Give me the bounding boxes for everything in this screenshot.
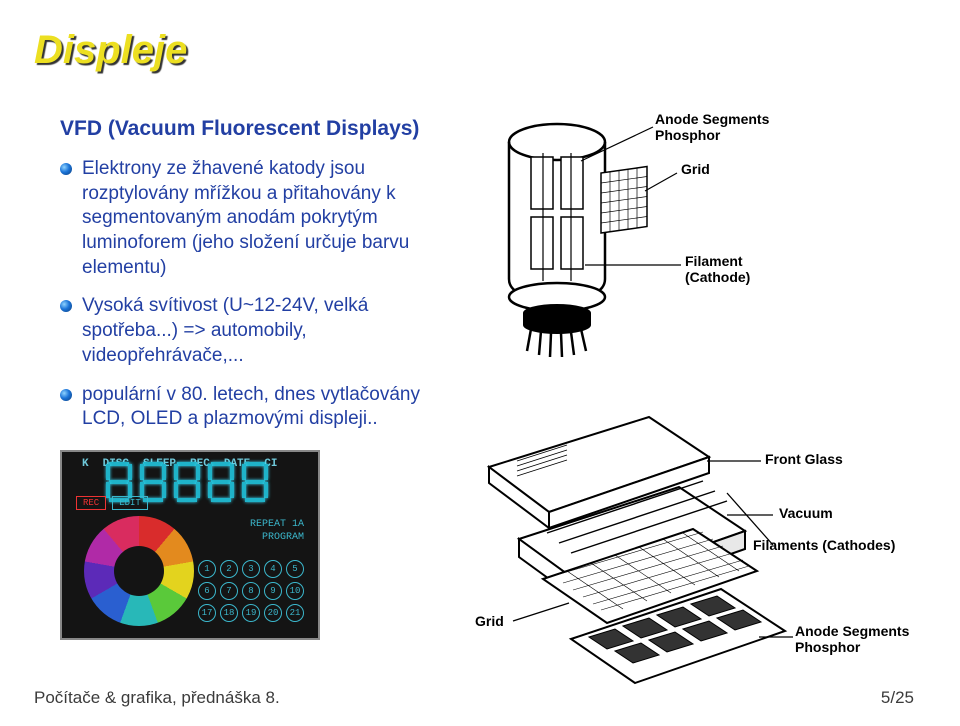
- text-column: VFD (Vacuum Fluorescent Displays) Elektr…: [34, 117, 449, 687]
- vfd-text-block: REPEAT 1A PROGRAM: [250, 518, 304, 544]
- diagram-label-anode: Anode Segments Phosphor: [655, 111, 769, 143]
- list-item: populární v 80. letech, dnes vytlačovány…: [60, 383, 449, 432]
- digit-icon: [174, 462, 200, 502]
- diagram-label-filaments: Filaments (Cathodes): [753, 537, 895, 553]
- bullet-list: Elektrony ze žhavené katody jsou rozptyl…: [60, 157, 449, 432]
- num-circle: 21: [286, 604, 304, 622]
- num-circle: 2: [220, 560, 238, 578]
- num-circle: 10: [286, 582, 304, 600]
- exploded-diagram: Front Glass Vacuum Filaments (Cathodes) …: [459, 357, 899, 687]
- list-item: Elektrony ze žhavené katody jsou rozptyl…: [60, 157, 449, 280]
- content-columns: VFD (Vacuum Fluorescent Displays) Elektr…: [34, 117, 926, 687]
- num-circle: 8: [242, 582, 260, 600]
- page-number: 5/25: [881, 688, 914, 708]
- vfd-rec-labels: REC EDIT: [76, 496, 148, 510]
- num-circle: 20: [264, 604, 282, 622]
- num-circle: 5: [286, 560, 304, 578]
- page-title: Displeje: [34, 28, 926, 73]
- num-circle: 18: [220, 604, 238, 622]
- rec-badge: REC: [76, 496, 106, 510]
- list-item: Vysoká svítivost (U~12-24V, velká spotře…: [60, 294, 449, 368]
- vfd-photo: K DISC SLEEP REC DATE CI: [60, 450, 449, 640]
- diagram-label-grid-bottom: Grid: [475, 613, 504, 629]
- diagram-column: Anode Segments Phosphor Grid Filament (C…: [459, 117, 919, 687]
- diagram-label-grid: Grid: [681, 161, 710, 177]
- vfd-small-label: PROGRAM: [250, 531, 304, 544]
- edit-badge: EDIT: [112, 496, 148, 510]
- tube-svg-icon: [477, 117, 777, 367]
- color-wheel-icon: [84, 516, 194, 626]
- num-circle: 3: [242, 560, 260, 578]
- num-circle: 9: [264, 582, 282, 600]
- diagram-label-frontglass: Front Glass: [765, 451, 843, 467]
- vfd-display-mock: K DISC SLEEP REC DATE CI: [60, 450, 320, 640]
- vfd-numpad: 1 2 3 4 5 6 7 8 9 10 17 18 19 20: [198, 560, 304, 622]
- diagram-label-filament: Filament (Cathode): [685, 253, 750, 285]
- num-circle: 17: [198, 604, 216, 622]
- tube-diagram: Anode Segments Phosphor Grid Filament (C…: [477, 117, 777, 367]
- num-circle: 19: [242, 604, 260, 622]
- digit-icon: [208, 462, 234, 502]
- num-circle: 1: [198, 560, 216, 578]
- footer-text: Počítače & grafika, přednáška 8.: [34, 688, 280, 708]
- num-circle: 6: [198, 582, 216, 600]
- diagram-label-vacuum: Vacuum: [779, 505, 833, 521]
- vfd-small-label: REPEAT 1A: [250, 518, 304, 531]
- vfd-label: K: [82, 458, 89, 470]
- num-circle: 7: [220, 582, 238, 600]
- slide: Displeje VFD (Vacuum Fluorescent Display…: [0, 0, 960, 726]
- digit-icon: [242, 462, 268, 502]
- num-circle: 4: [264, 560, 282, 578]
- section-subtitle: VFD (Vacuum Fluorescent Displays): [60, 117, 449, 141]
- diagram-label-anode-bottom: Anode Segments Phosphor: [795, 623, 909, 655]
